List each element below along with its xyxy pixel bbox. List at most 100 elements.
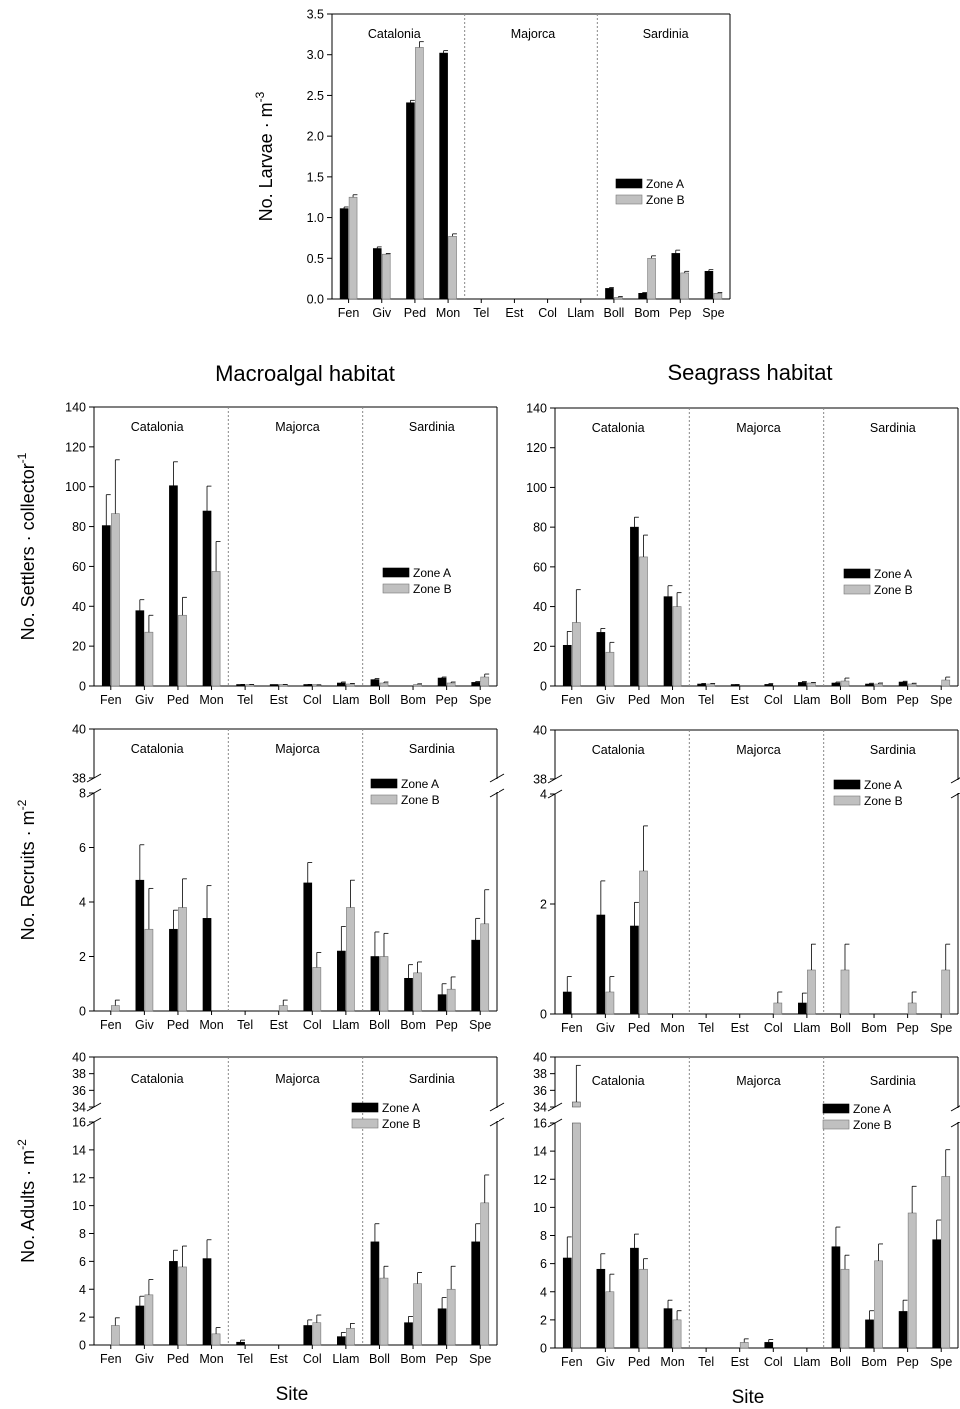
larvae-y-tick-label: 0.5: [307, 252, 324, 266]
recruits-macroalgal-x-tick-label-boll: Boll: [369, 1018, 390, 1032]
larvae-bar-zone-b: [448, 236, 457, 300]
adults-macroalgal-y-tick-label-upper: 34: [72, 1101, 86, 1115]
recruits-seagrass-x-tick-label-col: Col: [764, 1021, 783, 1035]
recruits-seagrass-region-label: Catalonia: [592, 743, 645, 757]
adults-macroalgal-x-tick-label-pep: Pep: [436, 1352, 458, 1366]
recruits-macroalgal-bar-zone-b: [379, 956, 389, 1012]
recruits-macroalgal-y-tick-label: 8: [79, 787, 86, 801]
adults-seagrass-region-label: Majorca: [736, 1074, 781, 1088]
settlers-macroalgal-y-tick-label: 20: [72, 640, 86, 654]
recruits-macroalgal-y-tick-label: 0: [79, 1005, 86, 1019]
settlers-macroalgal-region-label: Catalonia: [131, 420, 184, 434]
settlers-seagrass-y-tick-label: 100: [526, 481, 547, 495]
recruits-seagrass-bar-zone-a: [596, 914, 606, 1015]
recruits-seagrass-y-tick-label: 2: [540, 898, 547, 912]
adults-macroalgal-bar-zone-a: [236, 1341, 245, 1346]
settlers-seagrass-x-tick-label-ped: Ped: [628, 693, 650, 707]
adults-macroalgal-bar-zone-b: [413, 1283, 422, 1346]
recruits-macroalgal-y-tick-label-upper: 38: [72, 772, 86, 786]
recruits-macroalgal-x-tick-label-giv: Giv: [135, 1018, 155, 1032]
adults-macroalgal-bar-zone-a: [169, 1261, 178, 1346]
settlers-macroalgal-y-tick-label: 60: [72, 560, 86, 574]
settlers-macroalgal-x-tick-label-giv: Giv: [135, 693, 155, 707]
adults-seagrass-y-tick-label: 12: [533, 1173, 547, 1187]
settlers-seagrass-bar-zone-a: [898, 681, 908, 687]
recruits-seagrass-x-tick-label-giv: Giv: [596, 1021, 616, 1035]
settlers-seagrass-region-label: Catalonia: [592, 421, 645, 435]
larvae-bar-zone-a: [638, 292, 647, 300]
settlers-seagrass-x-tick-label-llam: Llam: [793, 693, 820, 707]
settlers-macroalgal-bar-zone-b: [413, 684, 422, 687]
settlers-seagrass-x-tick-label-fen: Fen: [561, 693, 583, 707]
adults-seagrass-bar-zone-b-upper: [571, 1101, 581, 1108]
recruits-macroalgal-y-axis-label: No. Recruits · m-2: [15, 799, 38, 940]
recruits-macroalgal-bar-zone-a: [437, 994, 447, 1012]
recruits-seagrass-x-tick-label-tel: Tel: [698, 1021, 714, 1035]
settlers-macroalgal-legend-label-zone-b: Zone B: [413, 582, 452, 596]
larvae-region-label: Catalonia: [368, 27, 421, 41]
larvae-y-tick-label: 1.5: [307, 170, 324, 184]
settlers-seagrass-bar-zone-a: [764, 684, 774, 687]
recruits-macroalgal-x-tick-label-est: Est: [270, 1018, 289, 1032]
recruits-macroalgal-bar-zone-b: [144, 928, 154, 1012]
settlers-seagrass-legend-swatch-zone-b: [843, 584, 871, 595]
adults-macroalgal-x-tick-label-ped: Ped: [167, 1352, 189, 1366]
larvae-x-tick-label-mon: Mon: [436, 306, 460, 320]
adults-seagrass-bar-zone-a: [932, 1239, 942, 1349]
recruits-seagrass-bar-zone-b: [639, 870, 648, 1015]
adults-seagrass-x-tick-label-bom: Bom: [861, 1355, 887, 1369]
settlers-macroalgal-x-tick-label-mon: Mon: [199, 693, 223, 707]
larvae-x-tick-label-bom: Bom: [634, 306, 660, 320]
larvae-legend-swatch-zone-b: [615, 194, 643, 205]
settlers-seagrass-y-tick-label: 60: [533, 560, 547, 574]
adults-macroalgal-bar-zone-a: [337, 1336, 346, 1346]
larvae-bar-zone-b: [348, 196, 358, 300]
settlers-seagrass-bar-zone-b: [941, 679, 951, 687]
recruits-seagrass-region-label: Sardinia: [870, 743, 916, 757]
settlers-macroalgal-legend-swatch-zone-b: [382, 583, 410, 594]
recruits-macroalgal-bar-zone-a: [471, 939, 481, 1012]
larvae-x-tick-label-pep: Pep: [669, 306, 691, 320]
settlers-macroalgal-legend-label-zone-a: Zone A: [413, 566, 451, 580]
adults-macroalgal-y-tick-label: 8: [79, 1227, 86, 1241]
settlers-macroalgal-y-tick-label: 80: [72, 520, 86, 534]
recruits-macroalgal-region-label: Majorca: [275, 742, 320, 756]
settlers-seagrass-x-tick-label-spe: Spe: [930, 693, 952, 707]
adults-macroalgal-bar-zone-a: [437, 1308, 447, 1346]
recruits-seagrass-axis-break-gap: [957, 780, 960, 793]
settlers-seagrass-bar-zone-b: [874, 683, 883, 687]
recruits-macroalgal-x-tick-label-tel: Tel: [237, 1018, 253, 1032]
adults-macroalgal-legend-swatch-zone-a: [351, 1102, 379, 1113]
settlers-macroalgal-x-tick-label-boll: Boll: [369, 693, 390, 707]
recruits-seagrass-legend-label-zone-a: Zone A: [864, 778, 902, 792]
adults-seagrass-x-tick-label-pep: Pep: [897, 1355, 919, 1369]
adults-macroalgal-bar-zone-b: [211, 1333, 221, 1346]
settlers-seagrass-y-tick-label: 80: [533, 521, 547, 535]
adults-seagrass-legend-swatch-zone-a: [822, 1103, 850, 1114]
settlers-macroalgal-region-label: Majorca: [275, 420, 320, 434]
adults-macroalgal-x-tick-label-est: Est: [270, 1352, 289, 1366]
adults-macroalgal-y-tick-label: 14: [72, 1143, 86, 1157]
settlers-seagrass-x-tick-label-est: Est: [731, 693, 750, 707]
adults-seagrass-x-tick-label-mon: Mon: [660, 1355, 684, 1369]
settlers-macroalgal-legend-swatch-zone-a: [382, 567, 410, 578]
settlers-seagrass-bar-zone-b: [706, 683, 715, 687]
adults-macroalgal-bar-zone-b: [144, 1294, 154, 1346]
larvae-y-tick-label: 0.0: [307, 293, 324, 307]
adults-macroalgal-bar-zone-b: [446, 1288, 456, 1346]
adults-macroalgal-x-tick-label-tel: Tel: [237, 1352, 253, 1366]
settlers-macroalgal-bar-zone-a: [437, 677, 447, 687]
recruits-macroalgal-bar-zone-b: [278, 1005, 288, 1012]
adults-seagrass-bar-zone-a: [596, 1268, 606, 1349]
larvae-y-tick-label: 1.0: [307, 211, 324, 225]
adults-macroalgal-x-tick-label-spe: Spe: [469, 1352, 491, 1366]
adults-macroalgal-legend-label-zone-a: Zone A: [382, 1101, 420, 1115]
adults-macroalgal-bar-zone-b: [379, 1277, 389, 1346]
adults-seagrass-axis-break-gap: [957, 1108, 960, 1122]
adults-macroalgal-bar-zone-a: [404, 1322, 413, 1346]
settlers-seagrass-x-tick-label-col: Col: [764, 693, 783, 707]
larvae-bar-zone-b: [647, 257, 656, 300]
adults-seagrass-x-tick-label-spe: Spe: [930, 1355, 952, 1369]
settlers-seagrass-y-tick-label: 40: [533, 600, 547, 614]
settlers-macroalgal-bar-zone-a: [101, 525, 111, 687]
